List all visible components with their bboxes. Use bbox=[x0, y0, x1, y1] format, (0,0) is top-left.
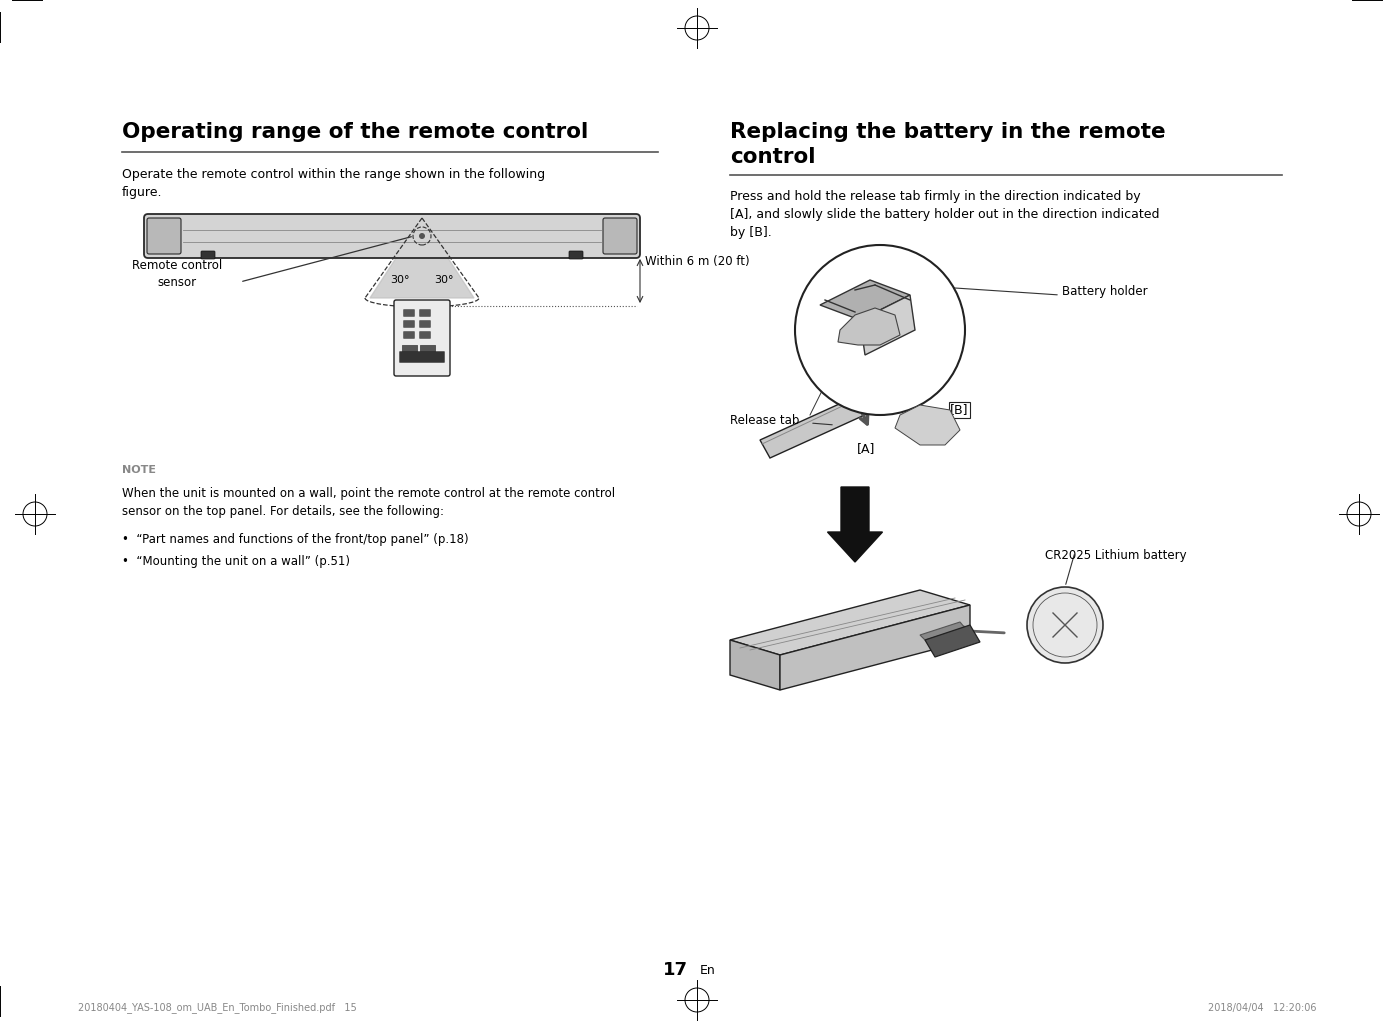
Text: Replacing the battery in the remote: Replacing the battery in the remote bbox=[730, 122, 1165, 142]
FancyBboxPatch shape bbox=[569, 251, 583, 259]
Text: Remote control
sensor: Remote control sensor bbox=[132, 259, 222, 289]
Circle shape bbox=[1027, 587, 1103, 663]
FancyBboxPatch shape bbox=[420, 309, 431, 317]
Text: 30°: 30° bbox=[435, 276, 454, 285]
Text: Press and hold the release tab firmly in the direction indicated by
[A], and slo: Press and hold the release tab firmly in… bbox=[730, 190, 1160, 238]
FancyBboxPatch shape bbox=[201, 251, 215, 259]
FancyBboxPatch shape bbox=[420, 321, 431, 328]
Text: 17: 17 bbox=[664, 961, 689, 979]
FancyBboxPatch shape bbox=[146, 218, 181, 254]
Text: CR2025 Lithium battery: CR2025 Lithium battery bbox=[1046, 549, 1186, 562]
FancyBboxPatch shape bbox=[403, 345, 418, 357]
Text: En: En bbox=[700, 963, 715, 977]
FancyBboxPatch shape bbox=[420, 345, 436, 357]
Text: 2018/04/04   12:20:06: 2018/04/04 12:20:06 bbox=[1207, 1003, 1316, 1013]
FancyBboxPatch shape bbox=[403, 331, 414, 338]
FancyBboxPatch shape bbox=[420, 331, 431, 338]
Polygon shape bbox=[895, 405, 960, 445]
Polygon shape bbox=[926, 625, 980, 657]
FancyBboxPatch shape bbox=[403, 309, 414, 317]
Polygon shape bbox=[838, 308, 901, 345]
Text: Within 6 m (20 ft): Within 6 m (20 ft) bbox=[645, 256, 750, 268]
Polygon shape bbox=[369, 218, 474, 298]
Text: NOTE: NOTE bbox=[123, 465, 156, 475]
Text: Battery holder: Battery holder bbox=[1062, 286, 1147, 298]
FancyArrow shape bbox=[828, 487, 882, 562]
Polygon shape bbox=[920, 622, 965, 640]
Text: •  “Mounting the unit on a wall” (p.51): • “Mounting the unit on a wall” (p.51) bbox=[123, 555, 350, 568]
Polygon shape bbox=[820, 280, 910, 320]
FancyBboxPatch shape bbox=[400, 352, 445, 363]
Circle shape bbox=[795, 245, 965, 415]
Circle shape bbox=[420, 233, 425, 238]
Text: When the unit is mounted on a wall, point the remote control at the remote contr: When the unit is mounted on a wall, poin… bbox=[123, 487, 615, 518]
Text: Operating range of the remote control: Operating range of the remote control bbox=[123, 122, 588, 142]
Polygon shape bbox=[760, 390, 880, 458]
Polygon shape bbox=[781, 605, 970, 690]
Text: [A]: [A] bbox=[857, 442, 875, 455]
FancyBboxPatch shape bbox=[144, 214, 640, 258]
Text: Operate the remote control within the range shown in the following
figure.: Operate the remote control within the ra… bbox=[123, 168, 545, 199]
Text: [B]: [B] bbox=[949, 404, 969, 416]
Text: 30°: 30° bbox=[390, 276, 410, 285]
Text: 20180404_YAS-108_om_UAB_En_Tombo_Finished.pdf   15: 20180404_YAS-108_om_UAB_En_Tombo_Finishe… bbox=[78, 1002, 357, 1014]
FancyBboxPatch shape bbox=[395, 300, 450, 376]
FancyBboxPatch shape bbox=[604, 218, 637, 254]
Text: control: control bbox=[730, 147, 815, 167]
Polygon shape bbox=[730, 640, 781, 690]
Text: Release tab: Release tab bbox=[730, 413, 799, 427]
Polygon shape bbox=[860, 295, 914, 355]
Polygon shape bbox=[730, 590, 970, 655]
FancyBboxPatch shape bbox=[403, 321, 414, 328]
Text: •  “Part names and functions of the front/top panel” (p.18): • “Part names and functions of the front… bbox=[123, 533, 468, 546]
